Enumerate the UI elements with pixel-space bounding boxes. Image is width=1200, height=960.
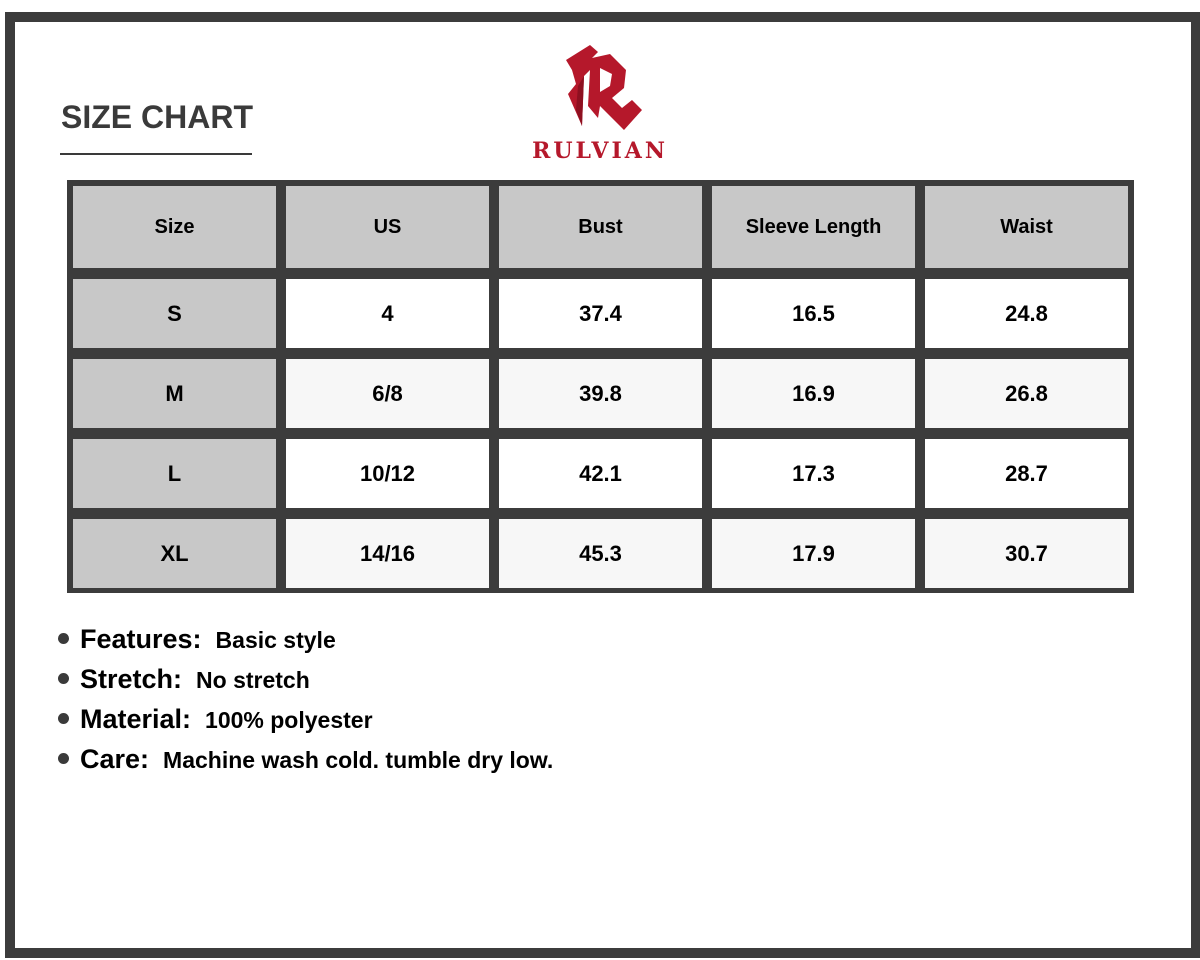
table-cell: 16.5 — [712, 279, 915, 348]
column-header: Sleeve Length — [712, 186, 915, 268]
spec-label: Features: — [80, 624, 202, 654]
brand-logo: RULVIAN — [520, 40, 680, 165]
table-cell: 37.4 — [499, 279, 702, 348]
spec-item: Features: Basic style — [58, 624, 553, 664]
table-cell: 28.7 — [925, 439, 1128, 508]
spec-list: Features: Basic style Stretch: No stretch Ma… — [58, 624, 553, 784]
column-header: Size — [73, 186, 276, 268]
size-label-cell: L — [73, 439, 276, 508]
bullet-icon — [58, 713, 69, 724]
spec-value: Machine wash cold. tumble dry low. — [163, 747, 554, 773]
spec-item: Stretch: No stretch — [58, 664, 553, 704]
spec-value: Basic style — [215, 627, 336, 653]
table-cell: 24.8 — [925, 279, 1128, 348]
spec-label: Stretch: — [80, 664, 183, 694]
table-cell: 17.9 — [712, 519, 915, 588]
column-header: Waist — [925, 186, 1128, 268]
table-cell: 10/12 — [286, 439, 489, 508]
size-label-cell: S — [73, 279, 276, 348]
bullet-icon — [58, 673, 69, 684]
spec-label: Material: — [80, 704, 192, 734]
bullet-icon — [58, 753, 69, 764]
title-underline — [60, 153, 252, 155]
table-cell: 6/8 — [286, 359, 489, 428]
spec-item: Care: Machine wash cold. tumble dry low. — [58, 744, 553, 784]
size-table: Size US Bust Sleeve Length Waist S 4 37.4 16.5 24… — [67, 180, 1134, 593]
column-header: US — [286, 186, 489, 268]
table-cell: 30.7 — [925, 519, 1128, 588]
table-cell: 14/16 — [286, 519, 489, 588]
brand-name: RULVIAN — [532, 138, 668, 164]
size-label-cell: M — [73, 359, 276, 428]
spec-value: 100% polyester — [205, 707, 373, 733]
table-cell: 26.8 — [925, 359, 1128, 428]
table-cell: 42.1 — [499, 439, 702, 508]
spec-item: Material: 100% polyester — [58, 704, 553, 744]
table-cell: 17.3 — [712, 439, 915, 508]
table-cell: 39.8 — [499, 359, 702, 428]
table-cell: 16.9 — [712, 359, 915, 428]
table-cell: 45.3 — [499, 519, 702, 588]
bullet-icon — [58, 633, 69, 644]
spec-label: Care: — [80, 744, 150, 774]
column-header: Bust — [499, 186, 702, 268]
spec-value: No stretch — [196, 667, 310, 693]
size-label-cell: XL — [73, 519, 276, 588]
page-frame — [5, 12, 1200, 958]
brand-r-icon — [566, 45, 642, 130]
page-title: SIZE CHART — [61, 99, 253, 135]
table-cell: 4 — [286, 279, 489, 348]
